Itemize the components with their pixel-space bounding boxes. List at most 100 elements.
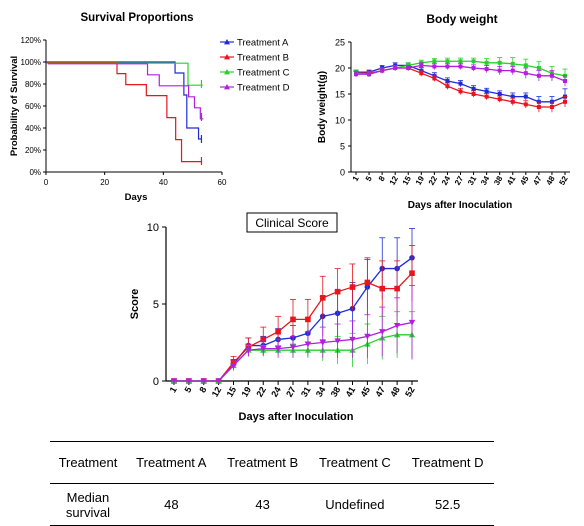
data-point	[367, 72, 372, 77]
data-point	[510, 61, 515, 66]
data-point	[304, 341, 312, 348]
x-tick-label: 31	[299, 385, 313, 399]
data-point	[364, 333, 371, 340]
table-header-cell: Treatment A	[136, 455, 207, 470]
data-point	[379, 329, 386, 335]
data-point	[471, 59, 476, 64]
data-point	[319, 295, 326, 301]
y-tick-label: 80%	[25, 80, 41, 89]
table-cell: 43	[255, 497, 270, 512]
x-tick-label: 15	[401, 174, 414, 187]
data-point	[563, 79, 567, 83]
x-tick-label: 5	[182, 385, 193, 394]
y-tick-label: 10	[147, 222, 159, 234]
data-point	[458, 89, 463, 94]
data-point	[349, 284, 356, 290]
data-point	[497, 68, 502, 73]
data-point	[458, 64, 463, 69]
legend-label: Treatment D	[237, 83, 290, 94]
data-point	[230, 363, 237, 369]
legend-marker	[224, 54, 230, 60]
x-tick-label: 0	[44, 178, 49, 187]
table-header-cell: Treatment	[58, 455, 118, 470]
y-tick-label: 25	[335, 38, 345, 48]
table-cell: Undefined	[325, 497, 385, 512]
y-tick-label: 0	[153, 376, 159, 388]
data-point	[380, 68, 385, 73]
y-axis-label: Body weight(g)	[317, 71, 328, 143]
x-tick-label: 15	[225, 385, 239, 399]
legend-label: Treatment A	[237, 38, 289, 49]
x-tick-label: 52	[557, 174, 570, 187]
data-point	[290, 316, 296, 323]
data-point	[406, 66, 411, 70]
table-header-cell: Treatment C	[319, 455, 391, 470]
x-tick-label: 48	[544, 174, 557, 187]
x-axis-label: Days after Inoculation	[239, 411, 354, 423]
data-point	[200, 378, 207, 385]
legend-label: Treatment C	[237, 68, 290, 79]
table-header-cell: Treatment B	[227, 455, 299, 470]
table-header-cell: Treatment D	[411, 455, 484, 470]
data-point	[549, 105, 554, 109]
x-axis-label: Days after Inoculation	[408, 200, 512, 211]
data-point	[497, 60, 502, 65]
data-point	[484, 67, 489, 72]
x-tick-label: 34	[314, 385, 328, 399]
data-point	[432, 59, 437, 64]
survival-line	[46, 62, 203, 163]
x-tick-label: 8	[377, 174, 387, 183]
data-point	[409, 270, 415, 276]
data-point	[523, 71, 528, 76]
x-tick-label: 27	[284, 385, 298, 399]
y-tick-label: 20	[335, 64, 345, 74]
data-point	[445, 84, 450, 89]
x-tick-label: 38	[329, 385, 343, 399]
x-tick-label: 12	[210, 385, 224, 399]
x-tick-label: 19	[414, 174, 427, 187]
data-point	[305, 316, 311, 323]
series-line	[356, 67, 566, 108]
data-point	[471, 86, 476, 91]
data-point	[523, 94, 528, 99]
x-tick-label: 19	[239, 385, 253, 399]
y-tick-label: 10	[335, 116, 345, 126]
y-tick-label: 5	[340, 142, 345, 152]
x-tick-label: 34	[479, 174, 492, 187]
data-point	[408, 319, 416, 326]
data-point	[445, 79, 450, 83]
data-point	[419, 71, 424, 76]
y-axis-label: Score	[129, 289, 141, 320]
legend-marker	[224, 69, 230, 75]
data-point	[523, 102, 528, 107]
y-tick-label: 0%	[29, 168, 41, 177]
median-survival-table: Treatment Treatment A Treatment B Treatm…	[50, 441, 494, 526]
x-tick-label: 38	[492, 174, 505, 187]
x-tick-label: 41	[344, 385, 358, 399]
legend-label: Treatment B	[237, 53, 289, 64]
data-point	[484, 89, 489, 94]
data-point	[510, 68, 515, 73]
data-point	[419, 63, 424, 68]
data-point	[523, 63, 528, 68]
data-point	[349, 336, 356, 343]
y-tick-label: 0	[340, 168, 345, 178]
x-tick-label: 45	[358, 385, 372, 399]
x-tick-label: 12	[388, 174, 401, 187]
title-box	[246, 212, 338, 233]
data-point	[471, 92, 476, 96]
row-label-line: Median	[66, 489, 110, 505]
x-tick-label: 47	[373, 385, 387, 399]
data-point	[274, 346, 282, 352]
data-point	[394, 285, 400, 292]
x-tick-label: 41	[505, 174, 518, 187]
data-point	[445, 59, 450, 64]
x-tick-label: 31	[466, 174, 479, 187]
table-cell: 48	[164, 497, 179, 512]
data-point	[170, 378, 178, 385]
figure-canvas: Survival Proportions0%20%40%60%80%100%12…	[9, 12, 570, 423]
data-point	[458, 59, 463, 64]
data-point	[536, 105, 541, 109]
table-header-row: Treatment Treatment A Treatment B Treatm…	[50, 442, 494, 484]
